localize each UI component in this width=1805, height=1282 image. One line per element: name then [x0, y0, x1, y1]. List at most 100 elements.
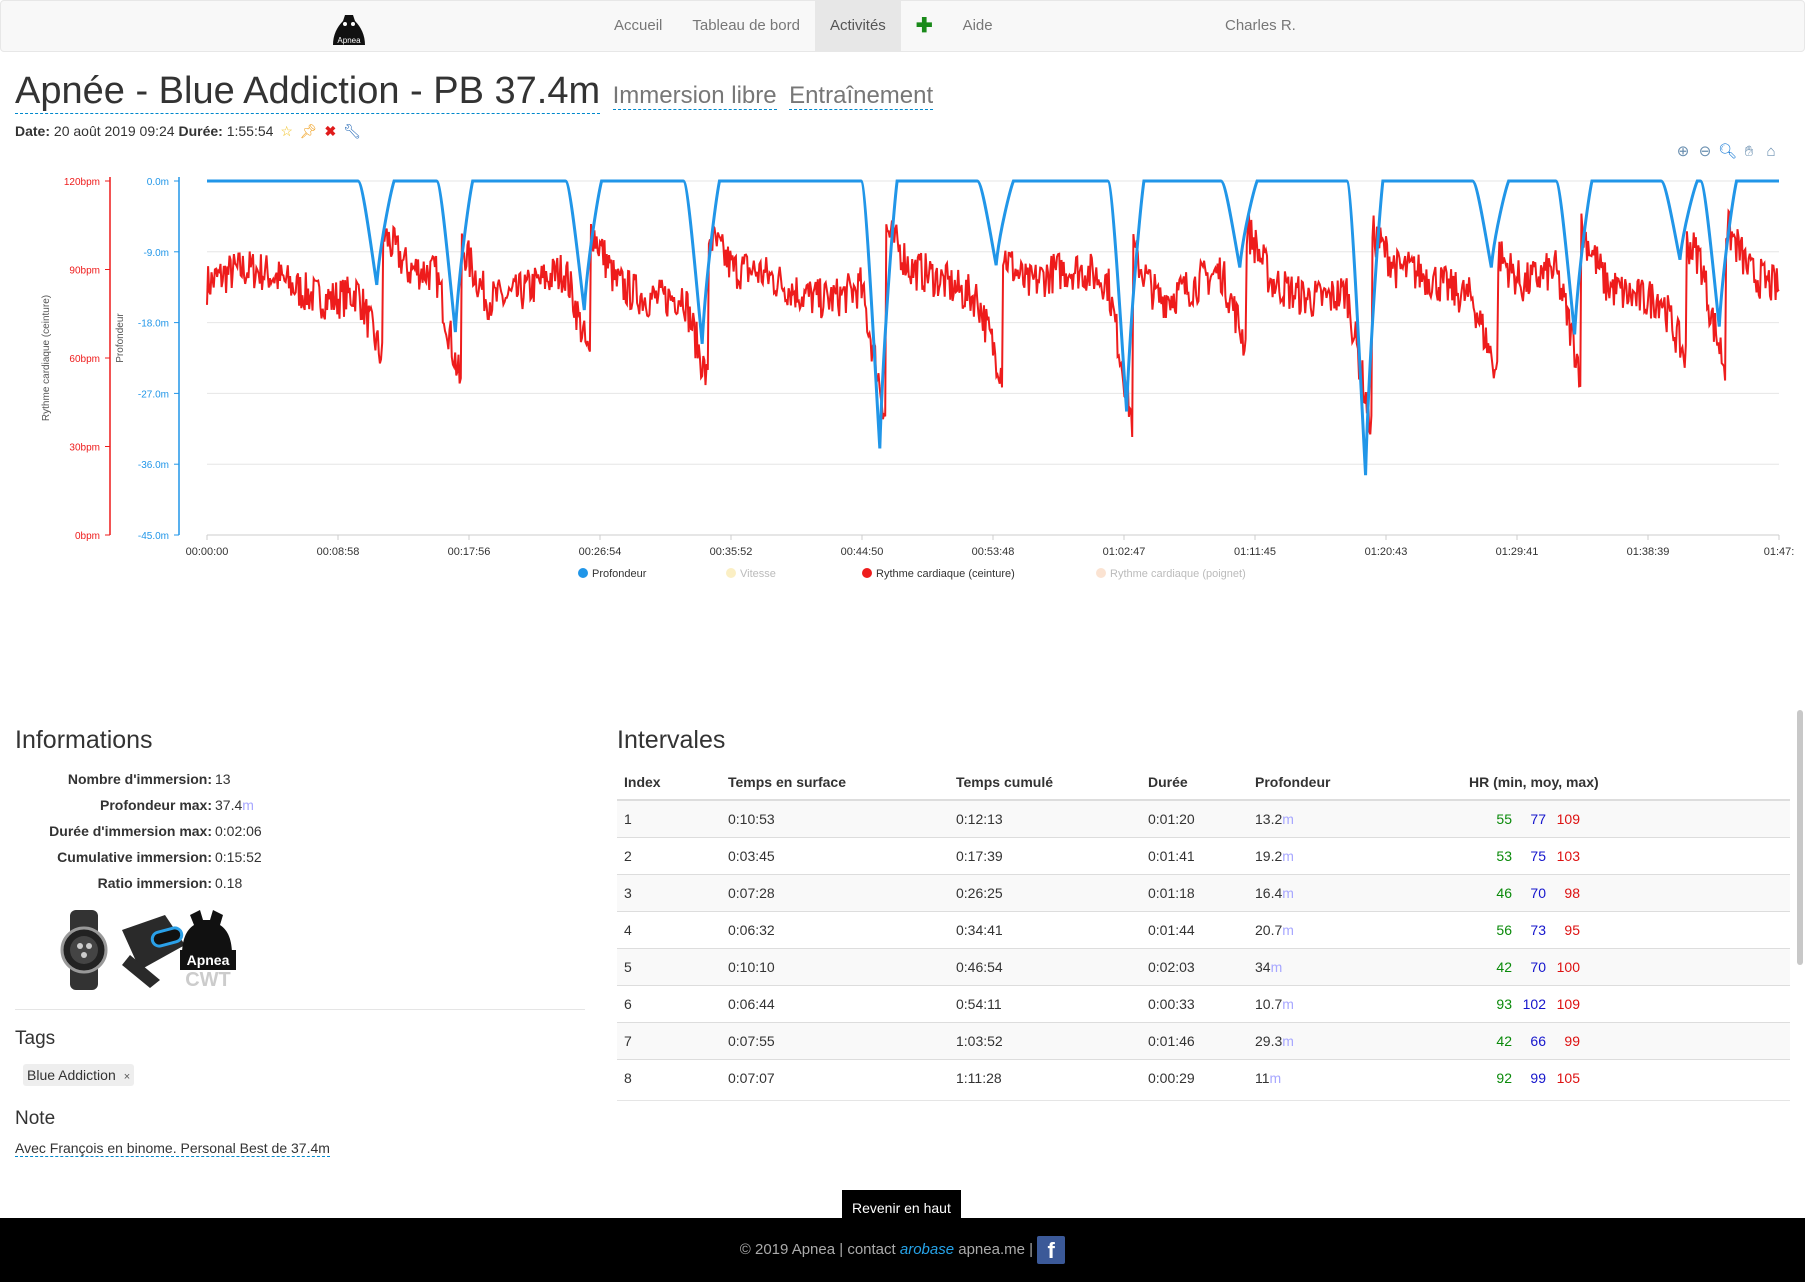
- depth-unit: m: [1269, 1070, 1282, 1086]
- cell-duree: 0:01:41: [1141, 837, 1248, 875]
- page-title[interactable]: Apnée - Blue Addiction - PB 37.4m: [15, 70, 601, 114]
- pan-hand-icon[interactable]: ✋︎: [1744, 143, 1754, 160]
- x-tick-label: 01:11:45: [1234, 546, 1276, 558]
- date-label: Date:: [15, 123, 51, 139]
- wrench-icon[interactable]: 🔧︎: [343, 123, 361, 139]
- table-row: 6 0:06:44 0:54:11 0:00:33 10.7m 93 102 109: [617, 985, 1790, 1023]
- reset-zoom-home-icon[interactable]: ⌂: [1766, 143, 1776, 160]
- info-value: 0:02:06: [215, 823, 262, 839]
- info-label: Profondeur max:: [99, 797, 212, 813]
- cell-surface: 0:07:07: [721, 1059, 949, 1096]
- apnea-logo-icon[interactable]: Apnea: [331, 13, 367, 49]
- cell-hr: 56 73 95: [1462, 911, 1790, 949]
- hr-max: 103: [1556, 848, 1580, 864]
- page-scrollbar[interactable]: [1797, 710, 1803, 965]
- col-profondeur[interactable]: Profondeur: [1248, 764, 1462, 801]
- watch-icon: [60, 910, 108, 990]
- depth-unit: m: [1282, 996, 1294, 1012]
- activity-type-label[interactable]: Entraînement: [789, 82, 934, 110]
- main-nav: Accueil Tableau de bord Activités ✚ Aide: [599, 1, 1008, 51]
- hr-min: 55: [1496, 811, 1512, 827]
- logo-text: Apnea: [337, 36, 361, 45]
- depth-series-line: [207, 179, 1779, 476]
- dive-chart-svg: 0.0m -9.0m -18.0m -27.0m -36.0m -45.0m 120bpm 9…: [41, 177, 1794, 580]
- cell-hr: 92 99 105: [1462, 1059, 1790, 1096]
- hr-axis-label: Rythme cardiaque (ceinture): [41, 295, 52, 421]
- hr-avg: 70: [1530, 959, 1546, 975]
- heart-rate-strap-icon: [122, 915, 185, 988]
- legend-item[interactable]: Rythme cardiaque (ceinture): [876, 568, 1015, 580]
- discipline-label[interactable]: Immersion libre: [612, 82, 777, 110]
- hr-max: 98: [1564, 885, 1580, 901]
- cell-depth: 34m: [1248, 948, 1462, 986]
- zoom-out-icon[interactable]: ⊖: [1698, 143, 1712, 160]
- cell-duree: 0:02:03: [1141, 948, 1248, 986]
- depth-tick-label: -45.0m: [138, 531, 169, 542]
- info-row: Ratio immersion: 0.18: [15, 870, 262, 896]
- footer: © 2019 Apnea | contact arobase apnea.me …: [0, 1218, 1805, 1282]
- chart-toolbar: ⊕ ⊖ 🔍︎ ✋︎ ⌂: [1674, 143, 1780, 161]
- cell-hr: 46 70 98: [1462, 874, 1790, 912]
- cell-index: 6: [617, 985, 721, 1023]
- table-row: 5 0:10:10 0:46:54 0:02:03 34m 42 70 100: [617, 948, 1790, 986]
- depth-unit: m: [1282, 922, 1294, 938]
- selection-zoom-icon[interactable]: 🔍︎: [1718, 143, 1738, 160]
- footer-contact-link[interactable]: arobase: [899, 1241, 955, 1258]
- note-text[interactable]: Avec François en binome. Personal Best d…: [15, 1140, 330, 1157]
- star-icon[interactable]: ☆: [280, 123, 293, 139]
- col-hr[interactable]: HR (min, moy, max): [1462, 764, 1790, 801]
- nav-activites[interactable]: Activités: [814, 1, 901, 51]
- depth-value: 20.7: [1255, 922, 1283, 938]
- cell-cumul: 0:17:39: [949, 837, 1141, 875]
- col-duree[interactable]: Durée: [1141, 764, 1248, 801]
- col-temps-cumule[interactable]: Temps cumulé: [949, 764, 1141, 801]
- pin-icon[interactable]: 📌︎: [299, 123, 318, 139]
- cell-depth: 11m: [1248, 1059, 1462, 1096]
- cell-cumul: 0:34:41: [949, 911, 1141, 949]
- nav-accueil[interactable]: Accueil: [614, 17, 663, 34]
- hr-min: 42: [1496, 1033, 1512, 1049]
- nav-add-activity-button[interactable]: ✚: [915, 15, 933, 37]
- legend-item[interactable]: Profondeur: [592, 568, 647, 580]
- tag-blue-addiction: Blue Addiction ×: [23, 1064, 135, 1086]
- cell-duree: 0:01:18: [1141, 874, 1248, 912]
- cell-cumul: 0:54:11: [949, 985, 1141, 1023]
- apnea-cwt-logo-icon: Apnea CWT: [180, 910, 236, 990]
- col-temps-surface[interactable]: Temps en surface: [721, 764, 949, 801]
- facebook-icon[interactable]: f: [1037, 1236, 1066, 1265]
- informations-heading: Informations: [15, 726, 153, 754]
- device-logo-text: Apnea: [187, 952, 230, 968]
- tag-label: Blue Addiction: [27, 1067, 116, 1083]
- nav-tableau-de-bord[interactable]: Tableau de bord: [692, 17, 800, 34]
- legend-marker: [726, 568, 736, 578]
- legend-item[interactable]: Vitesse: [740, 568, 776, 580]
- activity-meta: Date: 20 août 2019 09:24 Durée: 1:55:54 …: [15, 123, 361, 140]
- x-tick-label: 00:26:54: [579, 546, 622, 558]
- info-value: 0:15:52: [215, 849, 262, 865]
- informations-list: Nombre d'immersion: 13 Profondeur max: 37.…: [15, 766, 262, 896]
- depth-tick-label: -36.0m: [138, 460, 169, 471]
- x-tick-label: 00:00:00: [186, 546, 229, 558]
- depth-value: 11: [1255, 1070, 1270, 1086]
- footer-domain: apnea.me |: [958, 1241, 1034, 1258]
- tag-remove-button[interactable]: ×: [123, 1071, 131, 1083]
- cell-depth: 13.2m: [1248, 799, 1462, 838]
- hr-tick-label: 30bpm: [69, 443, 100, 454]
- cell-surface: 0:07:28: [721, 874, 949, 912]
- user-menu[interactable]: Charles R.: [1225, 17, 1296, 34]
- delete-icon[interactable]: ✖: [324, 123, 337, 139]
- zoom-in-icon[interactable]: ⊕: [1676, 143, 1690, 160]
- legend-item[interactable]: Rythme cardiaque (poignet): [1110, 568, 1246, 580]
- device-logo-sub: CWT: [185, 969, 231, 990]
- hr-max: 100: [1556, 959, 1580, 975]
- hr-min: 93: [1496, 996, 1512, 1012]
- info-label: Durée d'immersion max:: [49, 823, 212, 839]
- hr-max: 99: [1564, 1033, 1580, 1049]
- divider: [15, 1009, 585, 1010]
- cell-depth: 19.2m: [1248, 837, 1462, 875]
- nav-aide[interactable]: Aide: [962, 17, 993, 34]
- cell-cumul: 0:46:54: [949, 948, 1141, 986]
- col-index[interactable]: Index: [617, 764, 721, 801]
- page-title-row: Apnée - Blue Addiction - PB 37.4m Immers…: [15, 70, 934, 114]
- info-row: Profondeur max: 37.4 m: [15, 792, 262, 818]
